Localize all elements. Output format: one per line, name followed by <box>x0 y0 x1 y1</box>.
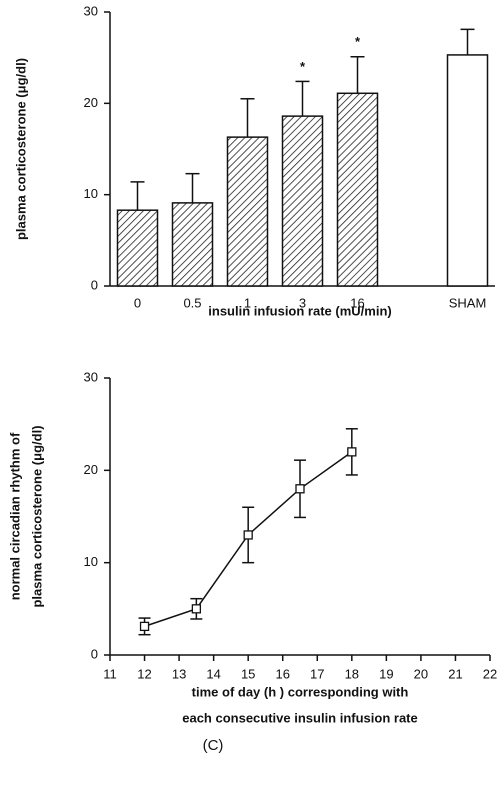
y-tick-label: 20 <box>84 95 98 110</box>
x-tick-label: SHAM <box>449 295 487 310</box>
x-tick-label: 12 <box>137 666 151 681</box>
x-tick-label: 0.5 <box>183 295 201 310</box>
x-tick-label: 17 <box>310 666 324 681</box>
x-axis-label: each consecutive insulin infusion rate <box>182 710 418 725</box>
y-tick-label: 20 <box>84 462 98 477</box>
bar <box>446 54 489 287</box>
bar <box>281 115 324 287</box>
x-axis-label: time of day (h ) corresponding with <box>192 684 409 699</box>
y-tick-label: 0 <box>91 646 98 661</box>
x-tick-label: 21 <box>448 666 462 681</box>
y-tick-label: 30 <box>84 369 98 384</box>
y-axis-label: normal circadian rhythm of <box>7 432 22 600</box>
point-marker <box>243 530 253 540</box>
y-axis-label: plasma corticosterone (μg/dl) <box>13 58 28 240</box>
x-tick-label: 3 <box>299 295 306 310</box>
x-tick-label: 15 <box>241 666 255 681</box>
bar <box>336 92 379 287</box>
point-marker <box>295 484 305 494</box>
x-tick-label: 19 <box>379 666 393 681</box>
x-tick-label: 22 <box>483 666 497 681</box>
significance-marker: * <box>300 59 306 74</box>
significance-marker: * <box>355 34 361 49</box>
x-tick-label: 13 <box>172 666 186 681</box>
bar <box>171 202 214 287</box>
x-tick-label: 16 <box>275 666 289 681</box>
y-tick-label: 30 <box>84 3 98 18</box>
x-tick-label: 14 <box>206 666 220 681</box>
point-marker <box>347 447 357 457</box>
x-tick-label: 18 <box>345 666 359 681</box>
bar <box>226 136 269 287</box>
caption: (C) <box>203 737 224 754</box>
y-axis-label: plasma corticosterone (μg/dl) <box>29 425 44 607</box>
x-tick-label: 20 <box>414 666 428 681</box>
x-tick-label: 1 <box>244 295 251 310</box>
x-tick-label: 16 <box>350 295 364 310</box>
bar <box>116 209 159 287</box>
y-tick-label: 0 <box>91 277 98 292</box>
x-tick-label: 11 <box>103 666 117 681</box>
y-tick-label: 10 <box>84 554 98 569</box>
point-marker <box>139 621 150 632</box>
x-tick-label: 0 <box>134 295 141 310</box>
y-tick-label: 10 <box>84 186 98 201</box>
x-axis-label: insulin infusion rate (mU/min) <box>208 303 391 318</box>
point-marker <box>191 604 202 614</box>
